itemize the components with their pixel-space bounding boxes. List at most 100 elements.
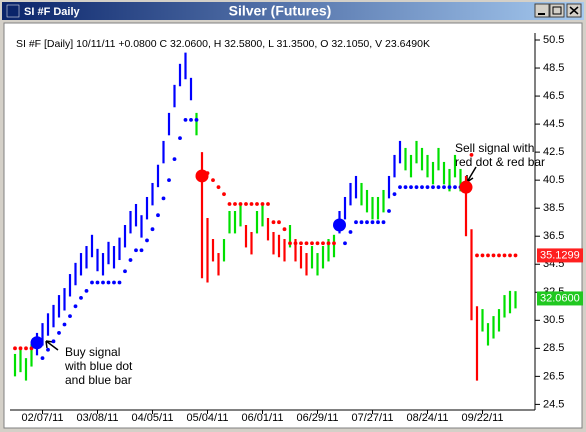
- y-tick-label: 44.5: [543, 118, 564, 130]
- annotation: Sell signal with: [455, 141, 534, 155]
- stop-dot: [233, 202, 237, 206]
- stop-dot: [244, 202, 248, 206]
- stop-dot: [299, 241, 303, 246]
- stop-dot: [453, 185, 457, 190]
- stop-dot: [436, 185, 441, 190]
- stop-dot: [359, 220, 364, 225]
- stop-dot: [469, 153, 474, 157]
- stop-dot: [222, 192, 226, 197]
- stop-dot: [255, 202, 259, 206]
- stop-dot: [172, 157, 177, 162]
- x-tick-label: 04/05/11: [131, 412, 173, 424]
- stop-dot: [216, 185, 221, 190]
- stop-dot: [315, 241, 320, 246]
- stop-dot: [260, 202, 265, 206]
- price-tag-label: 35.1299: [540, 249, 580, 261]
- stop-dot: [90, 280, 94, 285]
- x-tick-label: 03/08/11: [76, 412, 118, 424]
- stop-dot: [277, 220, 281, 225]
- stop-dot: [392, 192, 397, 197]
- title-bar: [2, 2, 584, 20]
- stop-dot: [420, 185, 424, 190]
- x-tick-label: 09/22/11: [461, 412, 503, 424]
- y-tick-label: 36.5: [543, 230, 564, 242]
- close-glyph: [569, 6, 579, 15]
- stop-dot: [68, 314, 72, 319]
- stop-dot: [288, 241, 292, 246]
- y-tick-label: 46.5: [543, 90, 564, 102]
- stop-dot: [282, 227, 287, 232]
- stop-dot: [167, 178, 171, 183]
- stop-dot: [101, 280, 105, 285]
- stop-dot: [381, 220, 386, 225]
- stop-dot: [310, 241, 314, 246]
- y-tick-label: 42.5: [543, 146, 564, 158]
- x-tick-label: 06/01/11: [241, 412, 283, 424]
- y-tick-label: 50.5: [543, 34, 564, 46]
- stop-dot: [178, 136, 182, 141]
- stop-dot: [431, 185, 435, 190]
- stop-dot: [238, 202, 243, 206]
- stop-dot: [348, 230, 353, 234]
- info-line: SI #F [Daily] 10/11/11 +0.0800 C 32.0600…: [16, 38, 430, 50]
- stop-dot: [409, 185, 413, 190]
- signal-dot: [333, 218, 346, 232]
- stop-dot: [414, 185, 419, 190]
- stop-dot: [486, 253, 490, 258]
- stop-dot: [62, 322, 67, 327]
- y-tick-label: 26.5: [543, 370, 564, 382]
- stop-dot: [145, 238, 149, 243]
- y-tick-label: 48.5: [543, 62, 564, 74]
- stop-dot: [18, 346, 23, 351]
- window-icon: [6, 4, 20, 18]
- stop-dot: [513, 253, 518, 258]
- stop-dot: [442, 185, 446, 190]
- stop-dot: [271, 220, 276, 225]
- stop-dot: [29, 346, 34, 351]
- stop-dot: [161, 196, 166, 201]
- stop-dot: [502, 253, 507, 258]
- stop-dot: [13, 346, 17, 351]
- stop-dot: [150, 227, 155, 232]
- stop-dot: [84, 288, 89, 293]
- signal-dot: [459, 180, 473, 194]
- signal-dot: [195, 169, 209, 183]
- stop-dot: [376, 220, 380, 225]
- stop-dot: [475, 253, 479, 258]
- chart-area: [3, 22, 583, 429]
- stop-dot: [293, 241, 298, 246]
- stop-dot: [57, 331, 61, 335]
- annotation: red dot & red bar: [455, 155, 545, 169]
- stop-dot: [491, 253, 496, 258]
- price-tag: [537, 291, 583, 306]
- window-buttons[interactable]: [534, 3, 582, 18]
- annotation: and blue bar: [65, 373, 132, 387]
- stop-dot: [227, 202, 232, 206]
- stop-dot: [304, 241, 309, 246]
- stop-dot: [194, 117, 199, 122]
- stop-dot: [73, 304, 78, 309]
- maximize-button[interactable]: [549, 3, 565, 18]
- stop-dot: [183, 117, 188, 122]
- stop-dot: [211, 178, 215, 183]
- stop-dot: [123, 269, 127, 274]
- price-tag-label: 32.0600: [540, 292, 580, 304]
- x-tick-label: 07/27/11: [351, 412, 393, 424]
- stop-dot: [403, 185, 408, 190]
- stop-dot: [343, 241, 347, 246]
- maximize-glyph: [552, 6, 562, 15]
- stop-dot: [508, 253, 512, 258]
- annotation: Buy signal: [65, 345, 120, 359]
- stop-dot: [266, 202, 270, 206]
- x-tick-label: 08/24/11: [406, 412, 448, 424]
- window-title: SI #F Daily: [24, 6, 81, 18]
- y-tick-label: 28.5: [543, 342, 564, 354]
- price-tag: [537, 248, 583, 263]
- stop-dot: [128, 258, 133, 262]
- x-tick-label: 05/04/11: [186, 412, 228, 424]
- stop-dot: [24, 346, 28, 351]
- minimize-button[interactable]: [534, 3, 550, 18]
- stop-dot: [79, 295, 83, 300]
- stop-dot: [387, 209, 391, 213]
